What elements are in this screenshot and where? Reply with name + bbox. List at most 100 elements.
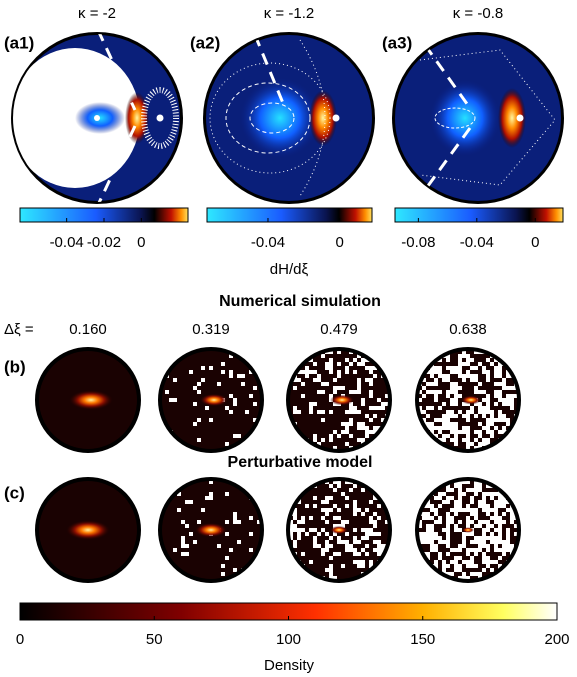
speckle [474, 536, 478, 540]
speckle [446, 496, 450, 500]
speckle [426, 414, 430, 418]
speckle [217, 382, 221, 386]
speckle [438, 366, 442, 370]
speckle [329, 568, 333, 572]
speckle [446, 426, 450, 430]
speckle [502, 418, 506, 422]
speckle [361, 548, 365, 552]
speckle [498, 520, 502, 524]
speckle [377, 406, 381, 410]
speckle [462, 532, 466, 536]
speckle [458, 508, 462, 512]
speckle [313, 544, 317, 548]
speckle [365, 426, 369, 430]
speckle [430, 516, 434, 520]
speckle [289, 434, 293, 438]
speckle [434, 512, 438, 516]
speckle [494, 394, 498, 398]
speckle [514, 442, 518, 446]
speckle [373, 484, 377, 488]
speckle [426, 370, 430, 374]
speckle [490, 532, 494, 536]
speckle [470, 374, 474, 378]
density-disk [286, 477, 392, 583]
speckle [361, 536, 365, 540]
speckle [486, 484, 490, 488]
speckle [225, 532, 229, 536]
speckle [233, 398, 237, 402]
speckle [462, 402, 466, 406]
speckle [345, 480, 349, 484]
speckle [506, 576, 510, 580]
panel-label: (c) [4, 483, 25, 502]
speckle [385, 370, 389, 374]
speckle [181, 540, 185, 544]
speckle [470, 532, 474, 536]
speckle [442, 528, 446, 532]
speckle [462, 536, 466, 540]
speckle [462, 480, 466, 484]
speckle [377, 532, 381, 536]
speckle [426, 552, 430, 556]
speckle [482, 398, 486, 402]
speckle [506, 442, 510, 446]
speckle [482, 366, 486, 370]
speckle [313, 438, 317, 442]
speckle [510, 438, 514, 442]
speckle [341, 492, 345, 496]
colorbar-tick-label: 50 [146, 631, 163, 648]
speckle [249, 548, 253, 552]
speckle [426, 484, 430, 488]
speckle [289, 560, 293, 564]
speckle [377, 568, 381, 572]
speckle [169, 568, 173, 572]
speckle [446, 366, 450, 370]
speckle [377, 504, 381, 508]
speckle [454, 568, 458, 572]
speckle [418, 426, 422, 430]
speckle [225, 556, 229, 560]
speckle [482, 370, 486, 374]
speckle [422, 362, 426, 366]
colorbar [206, 207, 373, 223]
speckle [442, 438, 446, 442]
speckle [353, 512, 357, 516]
speckle [309, 370, 313, 374]
speckle [470, 560, 474, 564]
speckle [221, 370, 225, 374]
speckle [381, 406, 385, 410]
speckle [185, 524, 189, 528]
speckle [438, 390, 442, 394]
disk-content [69, 390, 113, 410]
speckle [381, 568, 385, 572]
speckle [506, 508, 510, 512]
speckle [430, 524, 434, 528]
speckle [337, 386, 341, 390]
speckle [357, 378, 361, 382]
speckle [229, 548, 233, 552]
speckle [482, 426, 486, 430]
speckle [450, 426, 454, 430]
speckle [486, 430, 490, 434]
disk-a2 [203, 32, 375, 204]
disk-border [158, 477, 264, 583]
colorbar-tick-label: 0 [531, 234, 539, 251]
speckle [430, 480, 434, 484]
speckle [478, 434, 482, 438]
speckle [482, 496, 486, 500]
speckle [450, 402, 454, 406]
speckle [345, 358, 349, 362]
speckle [502, 512, 506, 516]
speckle [426, 480, 430, 484]
panel-label: (a3) [382, 33, 412, 52]
speckle [510, 406, 514, 410]
speckle [466, 430, 470, 434]
speckle [297, 378, 301, 382]
disk-border [415, 477, 521, 583]
speckle [193, 386, 197, 390]
speckle [333, 378, 337, 382]
speckle [434, 350, 438, 354]
speckle [454, 414, 458, 418]
speckle [486, 564, 490, 568]
